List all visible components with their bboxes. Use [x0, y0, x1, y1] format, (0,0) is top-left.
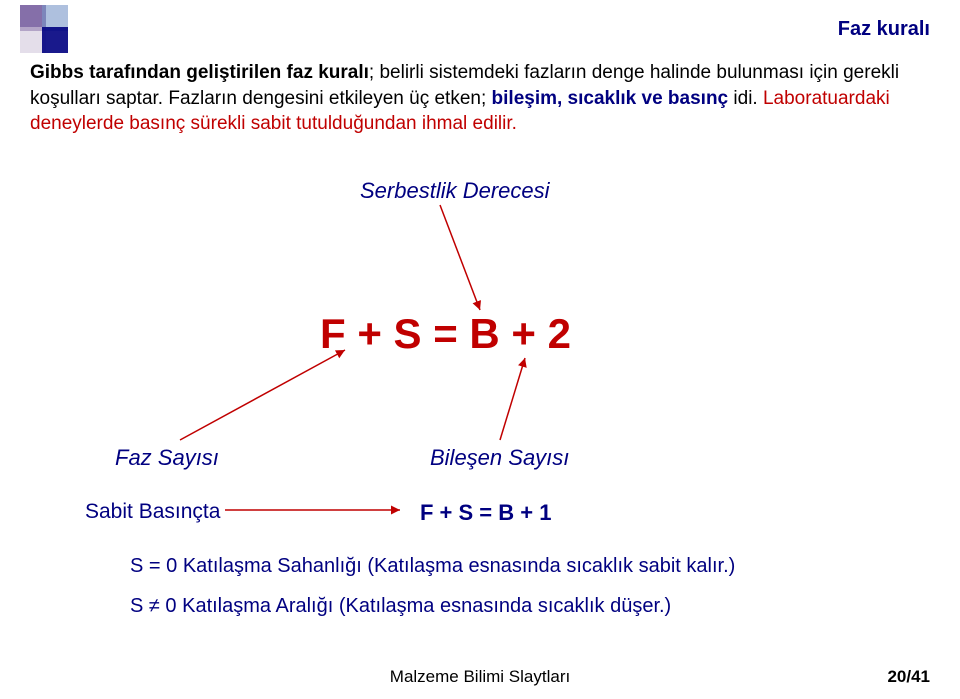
arrow-line [500, 358, 525, 440]
arrow-line [440, 205, 480, 310]
footer-page-number: 20/41 [887, 667, 930, 687]
footer-center: Malzeme Bilimi Slaytları [0, 667, 960, 687]
arrow-line [180, 350, 345, 440]
arrow-serbestlik [0, 0, 960, 699]
